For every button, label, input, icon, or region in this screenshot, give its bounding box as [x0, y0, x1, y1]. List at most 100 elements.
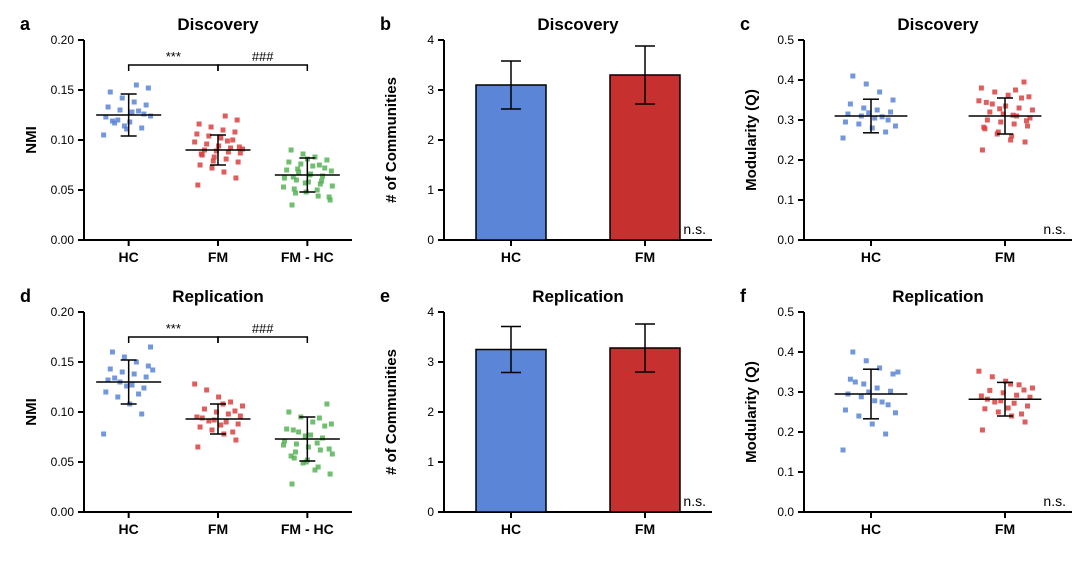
data-point [132, 372, 137, 377]
data-point [202, 407, 207, 412]
panel-a: a Discovery0.000.050.100.150.20NMIHCFMFM… [16, 12, 376, 284]
data-point [328, 472, 333, 477]
data-point [317, 416, 322, 421]
title: Replication [892, 287, 984, 306]
data-point [233, 438, 238, 443]
ytick: 0.5 [777, 33, 794, 47]
ytick: 0.3 [777, 385, 794, 399]
data-point [992, 90, 997, 95]
annotation-ns: n.s. [1043, 493, 1066, 509]
ytick: 0.1 [777, 193, 794, 207]
data-point [110, 350, 115, 355]
data-point [290, 482, 295, 487]
data-point [880, 114, 885, 119]
y-axis-label: NMI [23, 398, 40, 426]
data-point [221, 128, 226, 133]
data-point [330, 184, 335, 189]
data-point [293, 450, 298, 455]
x-category: FM - HC [281, 249, 334, 265]
data-point [199, 152, 204, 157]
data-point [108, 367, 113, 372]
plot-a: Discovery0.000.050.100.150.20NMIHCFMFM -… [16, 12, 376, 284]
data-point [150, 368, 155, 373]
data-point [329, 422, 334, 427]
data-point [194, 132, 199, 137]
data-point [144, 103, 149, 108]
data-point [324, 158, 329, 163]
data-point [1013, 88, 1018, 93]
data-point [1026, 94, 1031, 99]
data-point [216, 395, 221, 400]
data-point [980, 428, 985, 433]
annotation-ns: n.s. [683, 493, 706, 509]
x-category: FM [995, 249, 1015, 265]
data-point [226, 412, 231, 417]
data-point [228, 400, 233, 405]
panel-e: e Replication01234# of CommunitiesHCFMn.… [376, 284, 736, 556]
ytick: 0.20 [51, 305, 75, 319]
data-point [101, 432, 106, 437]
data-point [843, 408, 848, 413]
data-point [238, 414, 243, 419]
data-point [1017, 106, 1022, 111]
data-point [1021, 80, 1026, 85]
data-point [841, 136, 846, 141]
data-point [875, 386, 880, 391]
data-point [322, 166, 327, 171]
data-point [103, 390, 108, 395]
data-point [864, 82, 869, 87]
data-point [281, 443, 286, 448]
data-point [327, 447, 332, 452]
title: Replication [172, 287, 264, 306]
data-point [1030, 386, 1035, 391]
data-point [877, 90, 882, 95]
data-point [883, 432, 888, 437]
data-point [984, 100, 989, 105]
data-point [316, 194, 321, 199]
data-point [310, 164, 315, 169]
panel-d: d Replication0.000.050.100.150.20NMIHCFM… [16, 284, 376, 556]
title: Discovery [897, 15, 979, 34]
data-point [1012, 122, 1017, 127]
plot-f: Replication0.00.10.20.30.40.5Modularity … [736, 284, 1080, 556]
ytick: 0.05 [51, 183, 75, 197]
bar [476, 350, 546, 513]
data-point [850, 74, 855, 79]
plot-e: Replication01234# of CommunitiesHCFMn.s. [376, 284, 736, 556]
data-point [990, 102, 995, 107]
data-point [146, 86, 151, 91]
data-point [312, 468, 317, 473]
sig-label: ### [252, 49, 274, 64]
data-point [236, 160, 241, 165]
data-point [987, 388, 992, 393]
data-point [198, 163, 203, 168]
data-point [1012, 401, 1017, 406]
ytick: 0.15 [51, 83, 75, 97]
data-point [861, 382, 866, 387]
x-category: HC [861, 521, 881, 537]
data-point [141, 386, 146, 391]
data-point [295, 167, 300, 172]
y-axis-label: Modularity (Q) [743, 89, 760, 191]
data-point [221, 170, 226, 175]
data-point [286, 410, 291, 415]
ytick: 0.05 [51, 455, 75, 469]
data-point [122, 355, 127, 360]
data-point [106, 105, 111, 110]
y-axis-label: Modularity (Q) [743, 361, 760, 463]
data-point [298, 162, 303, 167]
data-point [891, 372, 896, 377]
ytick: 0.00 [51, 505, 75, 519]
data-point [223, 114, 228, 119]
data-point [315, 441, 320, 446]
data-point [120, 370, 125, 375]
data-point [853, 380, 858, 385]
data-point [134, 83, 139, 88]
ytick: 2 [427, 405, 434, 419]
data-point [101, 133, 106, 138]
x-category: FM [995, 521, 1015, 537]
y-axis-label: # of Communities [383, 349, 400, 475]
data-point [230, 430, 235, 435]
x-category: HC [861, 249, 881, 265]
panel-b: b Discovery01234# of CommunitiesHCFMn.s. [376, 12, 736, 284]
